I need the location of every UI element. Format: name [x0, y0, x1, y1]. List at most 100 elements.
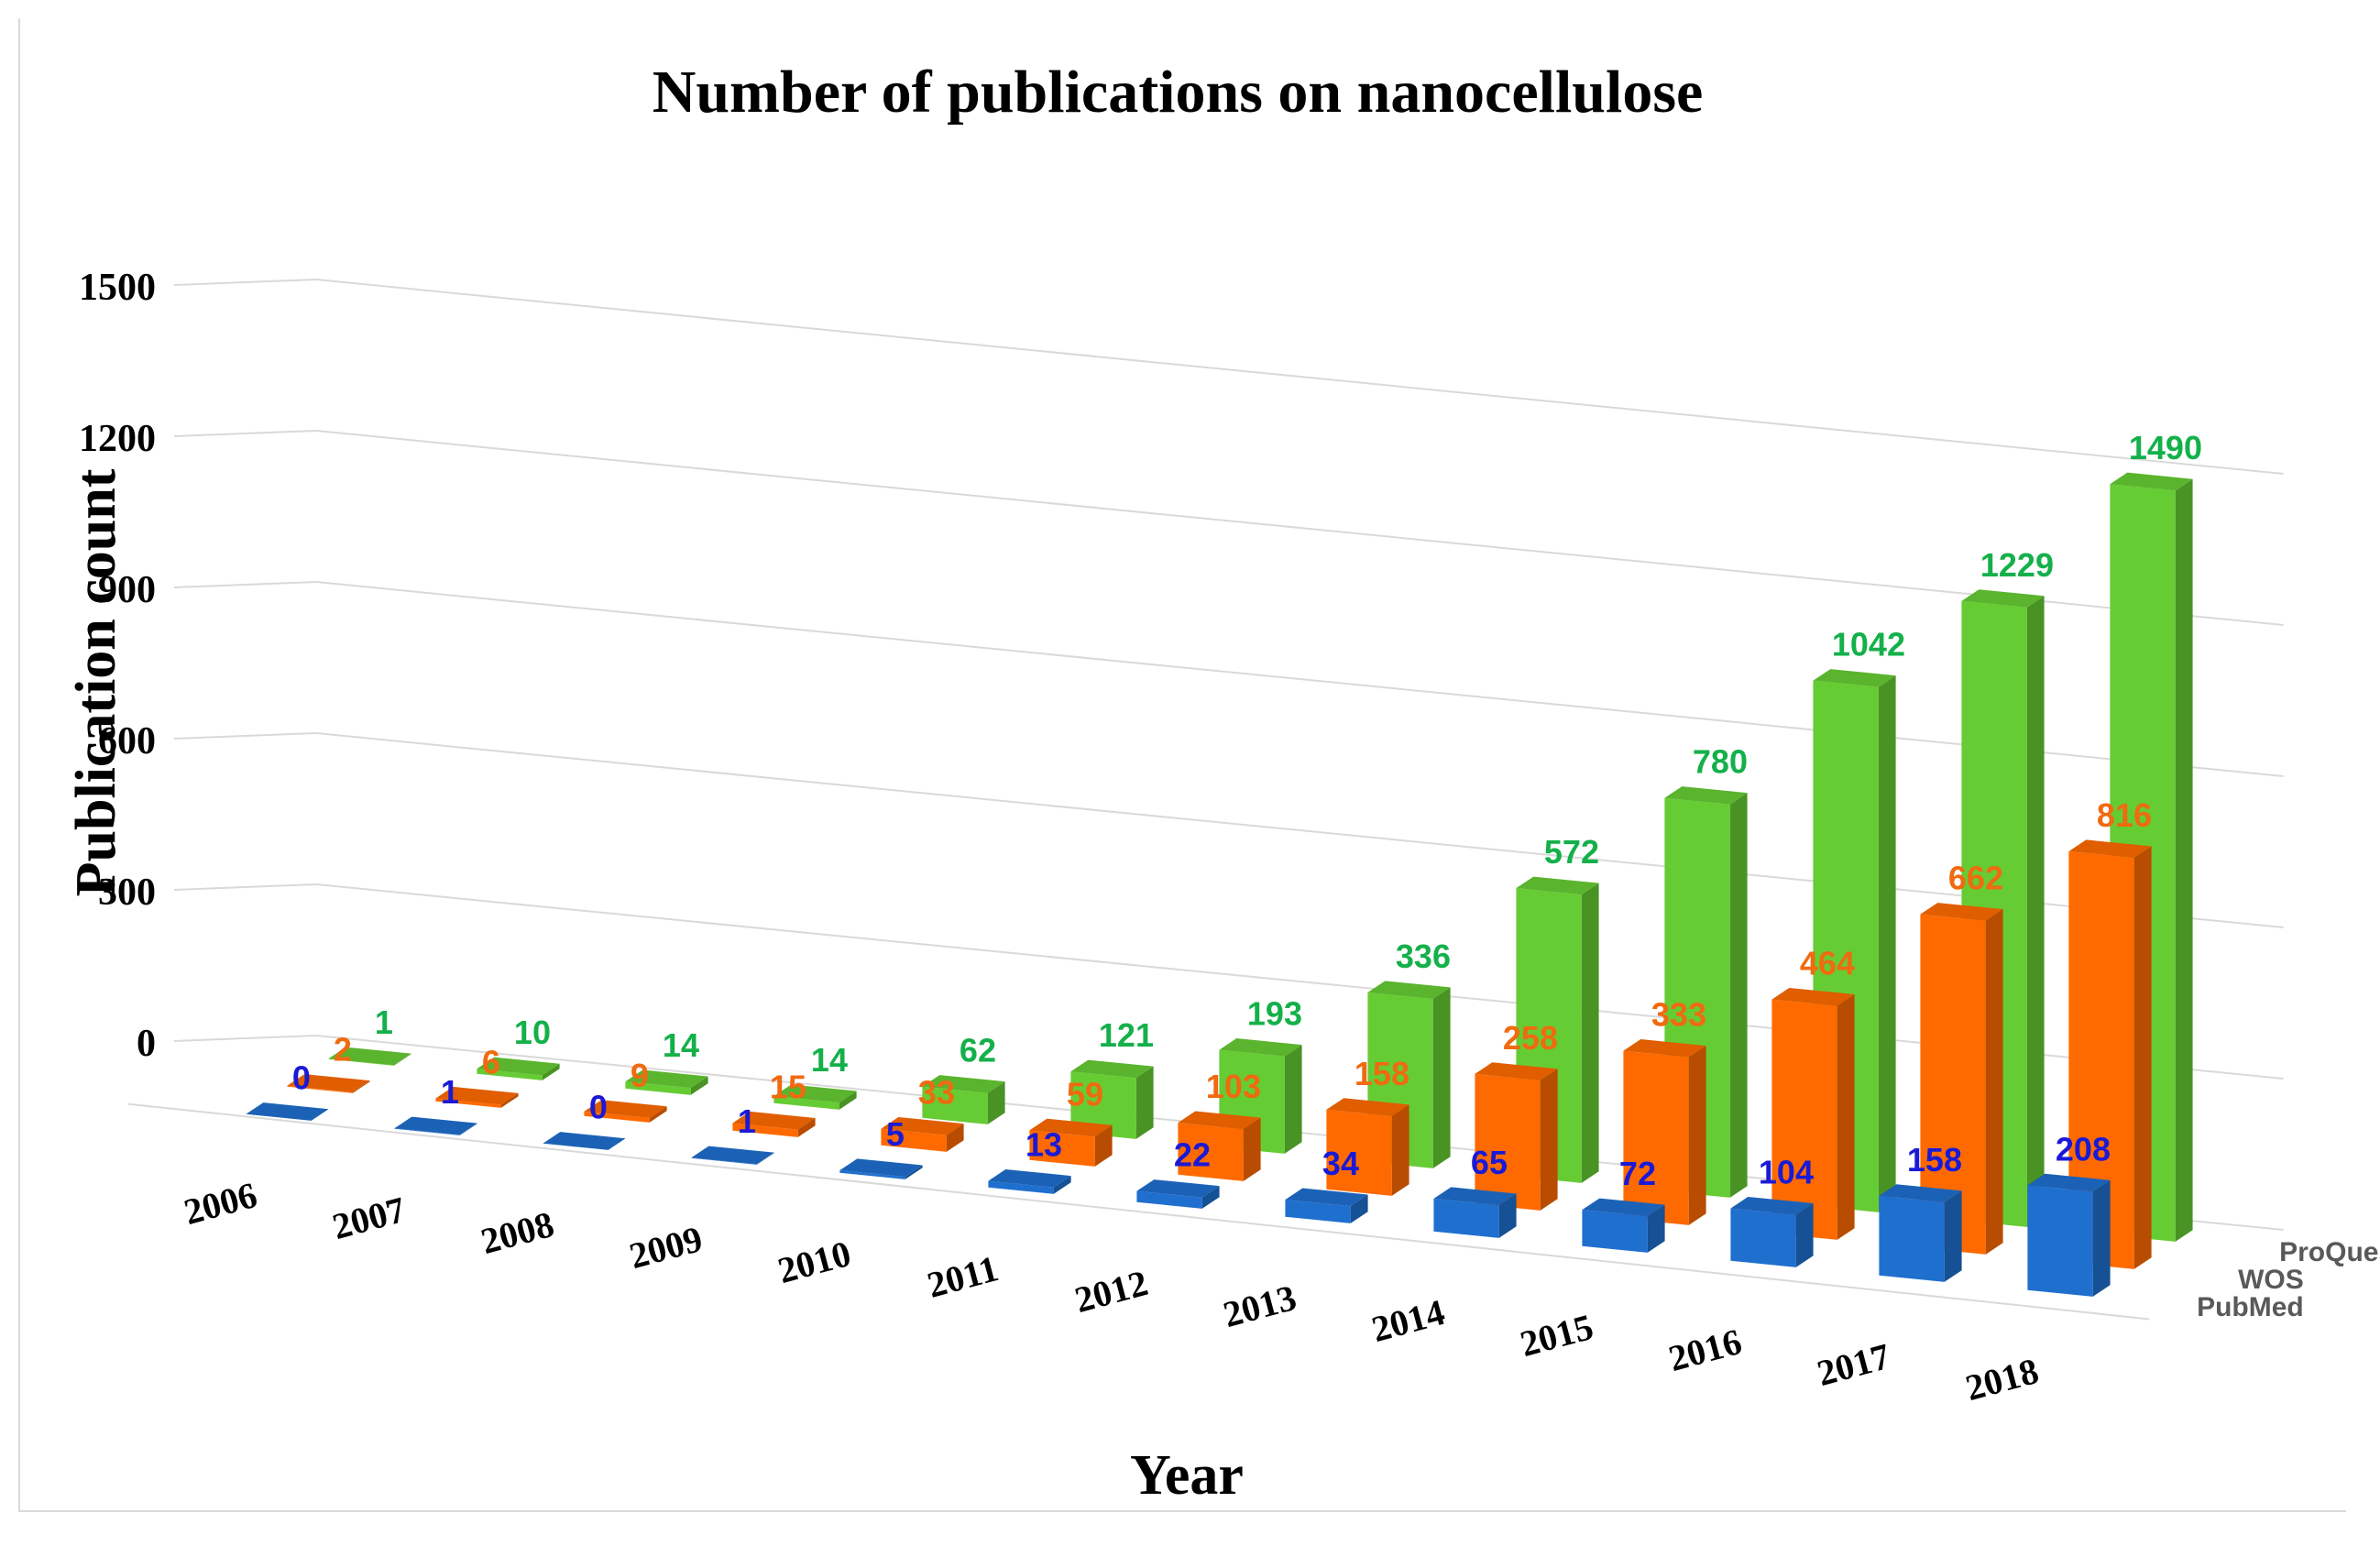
- bar-front: [1178, 1123, 1244, 1181]
- y-tick-label: 300: [98, 872, 156, 914]
- bar-front: [1582, 1210, 1648, 1253]
- bar-side: [1944, 1190, 1962, 1282]
- data-label-proquest: 780: [1693, 743, 1748, 781]
- data-label-wos: 6: [482, 1043, 500, 1080]
- bar-wos-2015: [1623, 1039, 1706, 1225]
- bar-front: [2027, 1185, 2093, 1297]
- bar-front: [1136, 1190, 1202, 1209]
- bar-wos-2008: [584, 1100, 667, 1123]
- bar-side: [1391, 1104, 1409, 1196]
- data-label-proquest: 10: [514, 1014, 551, 1051]
- bar-top: [1136, 1179, 1220, 1198]
- bar-side: [1498, 1193, 1517, 1238]
- x-tick-label: 2009: [625, 1218, 707, 1277]
- x-tick-label: 2010: [773, 1233, 855, 1291]
- bar-top: [1730, 1196, 1814, 1215]
- bar-side: [1837, 994, 1855, 1240]
- y-axis-title: Publication count: [65, 468, 127, 896]
- bar-top: [1178, 1111, 1261, 1130]
- bar-pubmed-2016: [1730, 1196, 1814, 1267]
- bar-top: [2027, 1173, 2111, 1192]
- data-label-wos: 9: [631, 1057, 649, 1094]
- data-label-wos: 33: [918, 1074, 955, 1112]
- bar-wos-2011: [1029, 1118, 1113, 1167]
- bar-wos-2012: [1178, 1111, 1261, 1181]
- data-label-wos: 464: [1800, 945, 1855, 982]
- bar-side: [839, 1091, 857, 1110]
- bar-pubmed-2011: [988, 1169, 1071, 1194]
- bar-front: [1475, 1073, 1541, 1211]
- bar-side: [352, 1080, 370, 1093]
- bar-top: [1582, 1198, 1665, 1217]
- data-label-pubmed: 0: [589, 1089, 608, 1126]
- bar-front: [1920, 914, 1986, 1255]
- bar-top: [287, 1074, 370, 1092]
- bar-top: [543, 1132, 626, 1150]
- bar-wos-2007: [435, 1086, 519, 1108]
- bar-top: [1920, 903, 2003, 921]
- bar-side: [1795, 1203, 1814, 1267]
- bar-side: [2133, 846, 2152, 1269]
- bar-proquest-2011: [1070, 1059, 1154, 1139]
- bar-side: [459, 1123, 477, 1135]
- bar-wos-2009: [732, 1111, 816, 1137]
- bar-front: [477, 1069, 543, 1080]
- bar-front: [1029, 1130, 1095, 1167]
- data-label-wos: 158: [1355, 1055, 1409, 1092]
- data-label-pubmed: 5: [886, 1115, 905, 1153]
- bar-front: [625, 1081, 691, 1095]
- bar-side: [500, 1092, 519, 1108]
- bar-top: [584, 1100, 667, 1118]
- data-label-proquest: 1: [375, 1003, 393, 1041]
- bar-pubmed-2007: [394, 1116, 477, 1135]
- bar-front: [1433, 1199, 1499, 1238]
- data-label-pubmed: 13: [1025, 1126, 1062, 1164]
- bar-top: [1879, 1184, 1962, 1202]
- chart-title: Number of publications on nanocellulose: [653, 59, 1704, 126]
- bar-proquest-2010: [922, 1075, 1005, 1124]
- bar-front: [881, 1128, 947, 1152]
- bar-side: [1688, 1046, 1706, 1225]
- data-label-wos: 15: [770, 1068, 806, 1105]
- gridline-side: [173, 883, 317, 891]
- bar-top: [1029, 1118, 1113, 1137]
- bar-top: [1326, 1098, 1409, 1116]
- data-label-pubmed: 22: [1174, 1136, 1211, 1174]
- bar-front: [922, 1086, 988, 1124]
- x-axis-title: Year: [1130, 1444, 1244, 1507]
- bar-side: [1135, 1066, 1154, 1139]
- bar-side: [1284, 1045, 1302, 1154]
- bar-side: [1878, 675, 1896, 1212]
- gridline-side: [173, 279, 317, 286]
- bar-top: [1771, 987, 1855, 1006]
- bar-top: [1433, 1187, 1517, 1206]
- gridline: [315, 732, 2284, 928]
- depth-label-pubmed: PubMed: [2197, 1292, 2304, 1322]
- data-label-proquest: 121: [1099, 1016, 1154, 1054]
- bar-top: [1070, 1059, 1154, 1079]
- bar-front: [839, 1170, 905, 1179]
- x-tick-label: 2014: [1367, 1291, 1449, 1350]
- bar-top: [435, 1086, 519, 1105]
- data-label-pubmed: 104: [1759, 1154, 1814, 1191]
- depth-label-wos: WOS: [2238, 1265, 2304, 1295]
- chart-frame: [18, 18, 2346, 1512]
- bars: [246, 472, 2193, 1297]
- bar-top: [394, 1116, 477, 1135]
- bar-top: [773, 1084, 857, 1103]
- data-label-wos: 258: [1503, 1019, 1558, 1057]
- gridline: [315, 581, 2284, 777]
- bar-top: [2110, 472, 2193, 491]
- data-label-proquest: 62: [960, 1032, 996, 1069]
- y-tick-label: 0: [137, 1023, 156, 1065]
- bar-wos-2014: [1475, 1062, 1558, 1211]
- bar-top: [732, 1111, 816, 1130]
- bar-top: [1516, 876, 1599, 895]
- bar-top: [691, 1146, 774, 1165]
- bar-side: [2026, 596, 2045, 1227]
- gridline-side: [173, 581, 317, 588]
- bar-side: [1243, 1117, 1261, 1181]
- y-tick-label: 900: [98, 569, 156, 611]
- gridline-side: [173, 732, 317, 740]
